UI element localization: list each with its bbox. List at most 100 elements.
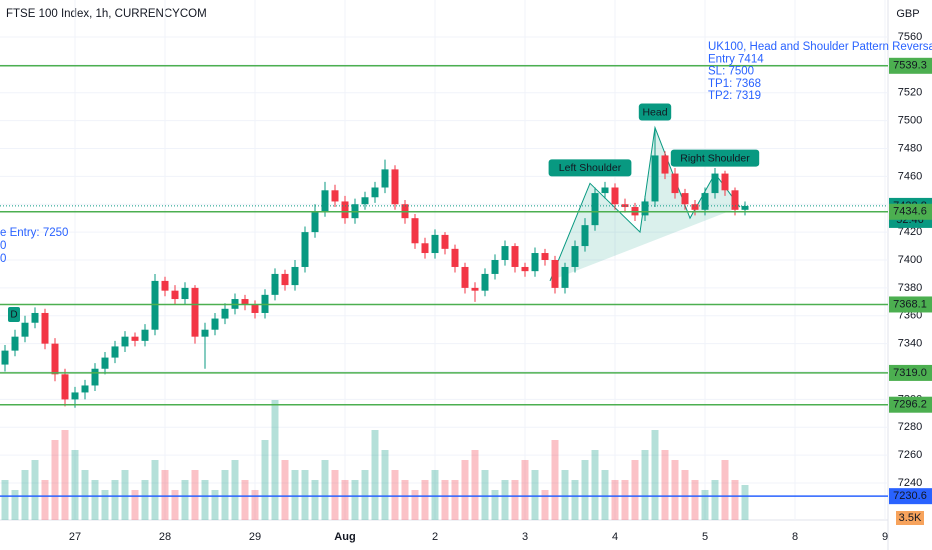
volume-bar (211, 490, 219, 520)
x-tick-label: 8 (792, 531, 798, 543)
y-tick-label: 7380 (898, 282, 922, 294)
volume-bar (291, 470, 299, 520)
volume-bar (401, 480, 409, 520)
volume-label: 3.5K (899, 512, 922, 524)
candle-body (31, 312, 39, 323)
volume-bar (11, 490, 19, 520)
candle-body (111, 346, 119, 358)
y-tick-label: 7400 (898, 254, 922, 266)
volume-bar (671, 460, 679, 520)
level-label: 7230.6 (893, 490, 927, 502)
volume-bar (731, 480, 739, 520)
candle-body (721, 173, 729, 191)
candle-body (531, 253, 539, 272)
candle-body (311, 211, 319, 233)
volume-bar (21, 470, 29, 520)
candle-body (461, 266, 469, 288)
candle-body (211, 318, 219, 330)
volume-bar (581, 460, 589, 520)
volume-bar (1, 480, 9, 520)
level-label-box (889, 364, 932, 381)
pattern-label-box (638, 103, 672, 121)
x-tick-label: 2 (432, 531, 438, 543)
candle-body (101, 357, 109, 369)
pattern-label-box (548, 159, 632, 177)
currency: GBP (896, 8, 919, 20)
volume-bar (691, 480, 699, 520)
candle-body (741, 205, 749, 210)
volume-bar (231, 460, 239, 520)
candle-body (491, 260, 499, 274)
candle-body (11, 336, 19, 351)
volume-bar (81, 470, 89, 520)
volume-bar (191, 470, 199, 520)
volume-bar (701, 490, 709, 520)
x-tick-label: 9 (882, 531, 888, 543)
candle-body (381, 169, 389, 188)
level-label-box (889, 396, 932, 413)
candle-body (321, 190, 329, 212)
volume-bar (241, 480, 249, 520)
volume-bar (611, 480, 619, 520)
y-tick-label: 7260 (898, 449, 922, 461)
candle-body (591, 193, 599, 226)
candle-body (601, 187, 609, 194)
x-tick-label: 5 (702, 531, 708, 543)
level-label: 7434.6 (893, 206, 927, 218)
pattern-label: Head (642, 106, 667, 118)
level-label: 7296.2 (893, 399, 927, 411)
volume-bar (551, 440, 559, 520)
volume-bar (41, 480, 49, 520)
volume-bar (411, 490, 419, 520)
volume-bar (91, 480, 99, 520)
candle-body (521, 266, 529, 272)
volume-bar (621, 480, 629, 520)
note-line: Entry 7414 (708, 53, 764, 65)
y-tick-label: 7460 (898, 170, 922, 182)
candle-body (141, 329, 149, 341)
volume-bar (31, 460, 39, 520)
candle-body (691, 204, 699, 210)
candle-body (181, 287, 189, 300)
volume-bar (601, 470, 609, 520)
candle-body (341, 201, 349, 219)
chart-title: FTSE 100 Index, 1h, CURRENCYCOM (6, 8, 207, 20)
candle-body (81, 385, 89, 393)
candle-body (431, 234, 439, 254)
candle-body (61, 374, 69, 400)
volume-bar (631, 460, 639, 520)
pattern-label: Left Shoulder (559, 162, 622, 174)
candle-body (121, 336, 129, 347)
volume-bar (161, 470, 169, 520)
volume-bar (481, 470, 489, 520)
candle-body (241, 299, 249, 305)
volume-bar (251, 490, 259, 520)
y-tick-label: 7480 (898, 142, 922, 154)
pattern-label: Right Shoulder (680, 152, 750, 164)
volume-bar (111, 480, 119, 520)
candle-body (541, 253, 549, 260)
candle-body (651, 155, 659, 202)
level-label-box (889, 296, 932, 313)
volume-bar (511, 480, 519, 520)
volume-bar (141, 480, 149, 520)
y-tick-label: 7420 (898, 226, 922, 238)
volume-bar (301, 470, 309, 520)
volume-bar (261, 440, 269, 520)
volume-bar (341, 480, 349, 520)
volume-bar (591, 450, 599, 520)
candle-body (331, 190, 339, 202)
y-tick-label: 7240 (898, 477, 922, 489)
volume-bar (471, 450, 479, 520)
volume-bar (101, 490, 109, 520)
candle-body (371, 187, 379, 198)
candle-body (511, 246, 519, 267)
marker-box (8, 307, 20, 322)
level-label: 7368.1 (893, 298, 927, 310)
candle-body (731, 190, 739, 210)
left-note-line: 0 (0, 253, 6, 265)
x-tick-label: 29 (249, 531, 261, 543)
candle-body (581, 225, 589, 247)
candle-body (441, 234, 449, 249)
candle-body (131, 336, 139, 341)
